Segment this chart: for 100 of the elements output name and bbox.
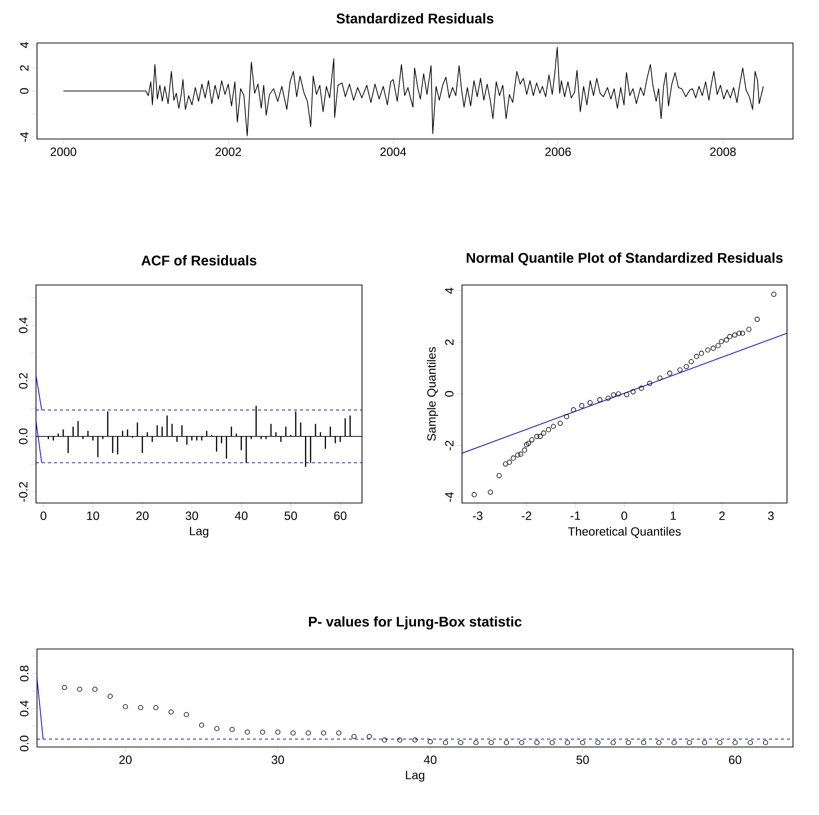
point — [688, 359, 694, 364]
x-tick-label: -2 — [522, 512, 532, 520]
point — [504, 740, 510, 746]
point — [716, 343, 721, 348]
x-tick-label: 2000 — [50, 148, 76, 156]
x-tick-label: 20 — [136, 512, 149, 520]
point — [336, 730, 342, 736]
point — [538, 434, 543, 439]
y-tick-label: -4 — [445, 492, 454, 502]
point — [732, 332, 738, 338]
point — [214, 726, 220, 732]
point — [77, 686, 82, 692]
y-axis-title: Sample Quantiles — [426, 347, 438, 441]
x-tick-label: -3 — [472, 512, 482, 520]
point — [740, 330, 746, 336]
point — [667, 370, 672, 376]
point — [732, 740, 738, 746]
x-tick-label: 50 — [284, 512, 297, 520]
point — [564, 414, 570, 420]
point — [496, 473, 502, 478]
y-tick-label: 0.0 — [18, 428, 28, 444]
point — [515, 452, 520, 458]
point — [260, 730, 266, 735]
x-tick-label: 0 — [621, 512, 628, 520]
point — [579, 403, 584, 408]
x-tick-label: 20 — [119, 756, 132, 764]
point — [763, 740, 768, 746]
point — [108, 694, 113, 699]
y-tick-label: -0.2 — [18, 482, 28, 502]
point — [529, 437, 534, 442]
point — [595, 740, 600, 746]
x-tick-label: 2002 — [216, 148, 242, 156]
point — [686, 740, 692, 746]
y-tick-label: -4 — [20, 132, 28, 142]
x-tick-label: 2 — [719, 512, 725, 520]
point — [168, 709, 174, 715]
chart-title: ACF of Residuals — [141, 255, 256, 266]
point — [672, 740, 677, 746]
chart-title: P- values for Ljung-Box statistic — [308, 616, 522, 630]
point — [610, 392, 616, 398]
point — [550, 740, 555, 746]
point — [458, 740, 464, 746]
y-tick-label: 4 — [445, 288, 454, 294]
x-tick-label: 30 — [186, 512, 198, 520]
point — [244, 730, 250, 735]
point — [428, 739, 433, 744]
y-tick-label: 0 — [20, 88, 28, 94]
point — [624, 392, 630, 398]
x-tick-label: 1 — [670, 512, 676, 520]
point — [541, 430, 546, 436]
point — [647, 380, 652, 386]
x-tick-label: 50 — [576, 756, 589, 764]
x-tick-label: 60 — [729, 756, 742, 764]
point — [397, 737, 402, 743]
point — [606, 396, 611, 401]
y-tick-label: 0.4 — [18, 317, 28, 334]
point — [488, 740, 494, 746]
point — [754, 316, 760, 322]
point — [677, 367, 683, 372]
point — [153, 705, 158, 710]
y-tick-label: 0.0 — [20, 736, 28, 752]
point — [702, 740, 708, 746]
point — [698, 350, 704, 356]
y-tick-label: 0.2 — [18, 373, 28, 389]
point — [597, 397, 602, 402]
point — [534, 434, 540, 439]
point — [473, 740, 479, 746]
x-axis-title: Theoretical Quantiles — [568, 526, 681, 538]
point — [526, 440, 532, 446]
x-tick-label: 0 — [40, 512, 46, 520]
point — [230, 726, 235, 732]
point — [488, 490, 493, 495]
point — [710, 346, 716, 351]
point — [472, 492, 477, 498]
y-tick-label: 0.4 — [20, 700, 28, 716]
point — [122, 704, 128, 710]
x-tick-label: 2004 — [380, 148, 406, 156]
point — [684, 364, 689, 370]
point — [62, 684, 67, 690]
point — [558, 420, 563, 426]
point — [502, 461, 508, 467]
point — [564, 740, 570, 746]
line-series — [62, 46, 764, 136]
point — [588, 400, 593, 406]
point — [534, 740, 540, 746]
x-tick-label: -1 — [570, 512, 580, 520]
point — [550, 424, 556, 429]
point — [657, 376, 662, 381]
x-tick-label: 40 — [424, 756, 436, 764]
y-tick-label: 2 — [20, 65, 28, 71]
point — [442, 740, 448, 746]
point — [184, 712, 189, 718]
x-tick-label: 40 — [234, 512, 248, 520]
point — [275, 730, 280, 735]
point — [199, 722, 204, 728]
y-tick-label: 0.8 — [20, 666, 28, 682]
x-tick-label: 3 — [768, 512, 774, 520]
point — [727, 334, 732, 340]
x-tick-label: 2008 — [710, 148, 736, 156]
x-axis-title: Lag — [406, 770, 424, 782]
